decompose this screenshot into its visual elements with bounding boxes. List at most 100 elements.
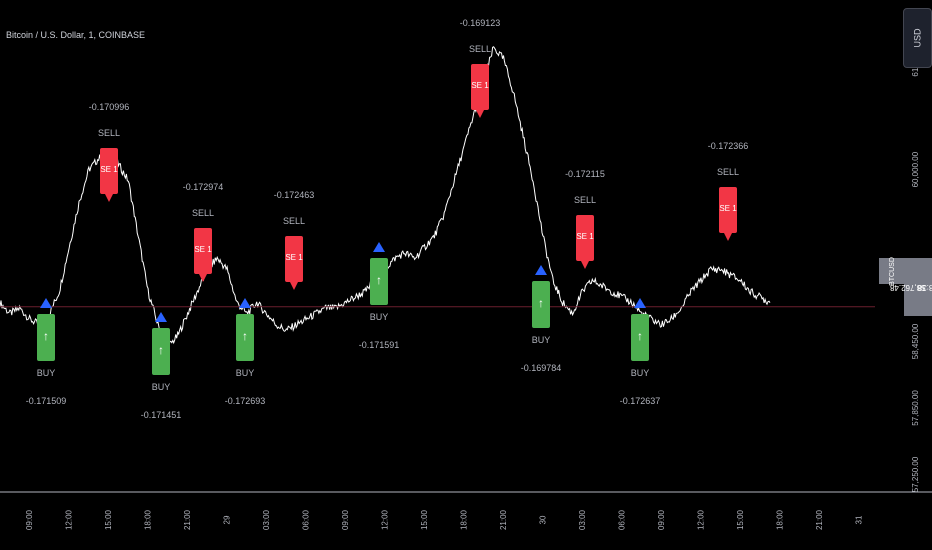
x-axis[interactable]: 09:00 12:00 15:00 18:00 21:00 29 03:00 06:00 09:… <box>0 491 932 530</box>
sell-signal-box <box>100 148 118 194</box>
arrow-down-icon <box>581 261 589 269</box>
arrow-up-icon <box>155 312 167 322</box>
buy-signal-value: -0.172693 <box>225 396 266 406</box>
arrow-up-icon <box>239 298 251 308</box>
arrow-up-icon <box>634 298 646 308</box>
buy-signal-label: BUY <box>236 368 255 378</box>
sell-signal-value: -0.172115 <box>565 169 605 179</box>
price-tag-symbol-badge: BTCUSD <box>879 257 905 285</box>
x-tick-label: 21:00 <box>815 509 824 530</box>
buy-signal-value: -0.172637 <box>620 396 661 406</box>
buy-signal-value: -0.171591 <box>359 340 400 350</box>
buy-signal-value: -0.171451 <box>141 410 182 420</box>
x-tick-label: 09:00 <box>657 509 666 530</box>
x-tick-label: 03:00 <box>578 509 587 530</box>
sell-marker-glyph: SE 1 <box>194 245 212 254</box>
x-tick-label: 15:00 <box>104 509 113 530</box>
buy-signal-box <box>152 328 170 375</box>
buy-signal-label: BUY <box>152 382 171 392</box>
sell-signal-box <box>719 187 737 233</box>
x-tick-label: 12:00 <box>381 509 390 530</box>
buy-signal-box <box>37 314 55 361</box>
buy-signal-label: BUY <box>532 335 551 345</box>
sell-marker-glyph: SE 1 <box>285 253 303 262</box>
y-tick-label: 57,850.00 <box>911 390 920 426</box>
buy-signal-value: -0.171509 <box>26 396 67 406</box>
sell-signal[interactable]: SE 1 SELL -0.172115 <box>565 169 605 269</box>
x-tick-label: 09:00 <box>341 509 350 530</box>
arrow-down-icon <box>290 282 298 290</box>
buy-marker-glyph: ↑ <box>376 273 382 287</box>
sell-signal-value: -0.172463 <box>274 190 315 200</box>
buy-marker-glyph: ↑ <box>43 329 49 343</box>
buy-marker-glyph: ↑ <box>637 329 643 343</box>
x-tick-label: 18:00 <box>144 509 153 530</box>
buy-signal[interactable]: ↑ BUY -0.172693 <box>225 298 266 406</box>
sell-signal-value: -0.172974 <box>183 182 224 192</box>
arrow-up-icon <box>535 265 547 275</box>
x-tick-label: 18:00 <box>776 509 785 530</box>
arrow-down-icon <box>199 274 207 282</box>
sell-signal-box <box>576 215 594 261</box>
buy-signal-box <box>236 314 254 361</box>
x-tick-label: 31 <box>855 515 864 524</box>
sell-marker-glyph: SE 1 <box>719 204 737 213</box>
buy-signal-label: BUY <box>631 368 650 378</box>
sell-signal-value: -0.170996 <box>89 102 130 112</box>
sell-signal-box <box>285 236 303 282</box>
buy-signal[interactable]: ↑ BUY -0.169784 <box>521 265 562 373</box>
x-tick-label: 21:00 <box>183 509 192 530</box>
x-tick-label: 06:00 <box>618 509 627 530</box>
currency-button[interactable]: USD <box>903 8 932 68</box>
x-tick-label: 15:00 <box>420 509 429 530</box>
buy-signal[interactable]: ↑ BUY -0.172637 <box>620 298 661 406</box>
arrow-down-icon <box>476 110 484 118</box>
buy-signal[interactable]: ↑ BUY -0.171591 <box>359 242 400 350</box>
x-tick-label: 18:00 <box>460 509 469 530</box>
y-tick-label: 60,000.00 <box>911 151 920 187</box>
sell-marker-glyph: SE 1 <box>576 232 594 241</box>
sell-signal[interactable]: SE 1 SELL -0.172974 <box>183 182 224 282</box>
signal-markers: ↑ BUY -0.171509 SE 1 SELL -0.170996 ↑ BUY -0.171… <box>26 18 749 420</box>
buy-signal-box <box>631 314 649 361</box>
sell-signal-label: SELL <box>717 167 739 177</box>
buy-signal-value: -0.169784 <box>521 363 562 373</box>
sell-signal-label: SELL <box>469 44 491 54</box>
buy-signal[interactable]: ↑ BUY -0.171509 <box>26 298 67 406</box>
buy-signal-box <box>532 281 550 328</box>
y-tick-label: 57,250.00 <box>911 456 920 492</box>
x-tick-label: 03:00 <box>262 509 271 530</box>
x-tick-label: 12:00 <box>697 509 706 530</box>
buy-marker-glyph: ↑ <box>158 343 164 357</box>
buy-marker-glyph: ↑ <box>538 296 544 310</box>
price-tag-value-badge: 58,762.48 08:38 <box>890 258 932 316</box>
x-tick-label: 15:00 <box>736 509 745 530</box>
sell-signal[interactable]: SE 1 SELL -0.172366 <box>708 141 749 241</box>
arrow-down-icon <box>724 233 732 241</box>
buy-marker-glyph: ↑ <box>242 329 248 343</box>
x-tick-label: 30 <box>539 515 548 524</box>
sell-signal[interactable]: SE 1 SELL -0.172463 <box>274 190 315 290</box>
arrow-up-icon <box>373 242 385 252</box>
currency-button-label: USD <box>912 28 923 48</box>
x-tick-label: 12:00 <box>65 509 74 530</box>
sell-signal-label: SELL <box>574 195 596 205</box>
sell-signal[interactable]: SE 1 SELL -0.170996 <box>89 102 130 202</box>
buy-signal[interactable]: ↑ BUY -0.171451 <box>141 312 182 420</box>
sell-marker-glyph: SE 1 <box>100 165 118 174</box>
arrow-down-icon <box>105 194 113 202</box>
buy-signal-label: BUY <box>370 312 389 322</box>
x-tick-label: 21:00 <box>499 509 508 530</box>
price-tag-countdown: 08:38 <box>917 283 932 292</box>
sell-signal-box <box>471 64 489 110</box>
buy-signal-box <box>370 258 388 305</box>
sell-signal[interactable]: SE 1 SELL -0.169123 <box>460 18 501 118</box>
chart-symbol-header: Bitcoin / U.S. Dollar, 1, COINBASE <box>6 30 146 40</box>
buy-signal-label: BUY <box>37 368 56 378</box>
sell-signal-box <box>194 228 212 274</box>
sell-signal-value: -0.169123 <box>460 18 501 28</box>
x-tick-label: 09:00 <box>25 509 34 530</box>
x-tick-label: 06:00 <box>302 509 311 530</box>
